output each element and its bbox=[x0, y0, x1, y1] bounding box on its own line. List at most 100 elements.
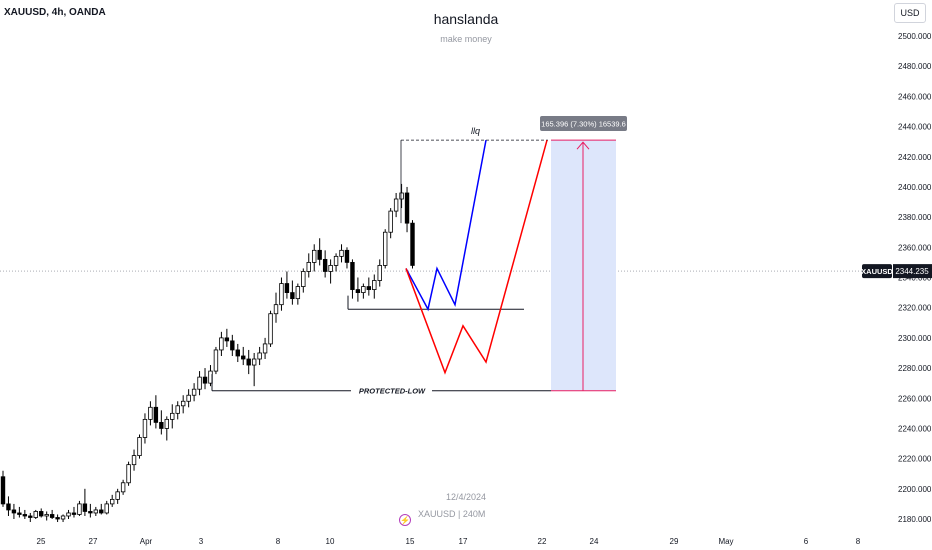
candle-body bbox=[393, 198, 399, 212]
candle bbox=[377, 259, 382, 287]
candle-body bbox=[290, 292, 295, 300]
candle bbox=[328, 259, 333, 284]
candle bbox=[257, 346, 262, 366]
candle bbox=[0, 470, 6, 507]
candle bbox=[82, 488, 88, 516]
candle bbox=[131, 449, 137, 471]
candle bbox=[44, 511, 49, 521]
candle-body bbox=[268, 313, 273, 345]
candle-body bbox=[410, 222, 415, 266]
time-axis[interactable]: 25 27 Apr 3 8 10 15 17 22 24 29 May 6 8 bbox=[37, 537, 861, 546]
candle-body bbox=[339, 249, 344, 257]
candle bbox=[28, 512, 33, 523]
y-tick-label: 2360.000 bbox=[898, 243, 932, 252]
candle-body bbox=[306, 262, 311, 272]
candle-body bbox=[279, 283, 284, 306]
candle bbox=[241, 346, 246, 366]
candle-body bbox=[137, 437, 142, 457]
candle bbox=[306, 253, 311, 278]
candle bbox=[33, 509, 38, 519]
candle-body bbox=[60, 515, 66, 520]
candle-body bbox=[333, 255, 339, 266]
candle-body bbox=[28, 515, 33, 518]
candle-body bbox=[350, 262, 355, 290]
currency-button[interactable]: USD bbox=[894, 3, 926, 23]
candle bbox=[219, 331, 224, 356]
candle bbox=[170, 404, 175, 429]
measure-box[interactable]: 165.396 (7.30%) 16539.6 bbox=[540, 116, 627, 392]
candle bbox=[404, 186, 410, 233]
y-tick-label: 2260.000 bbox=[898, 394, 932, 403]
candle-body bbox=[355, 289, 361, 293]
candle-body bbox=[257, 352, 262, 360]
candle bbox=[93, 506, 99, 516]
candle-body bbox=[39, 511, 44, 517]
candle-body bbox=[153, 406, 159, 423]
candle bbox=[284, 271, 290, 299]
protected-low-label: PROTECTED-LOW bbox=[359, 387, 426, 396]
y-tick-label: 2460.000 bbox=[898, 92, 932, 101]
candle bbox=[6, 496, 11, 516]
candle-body bbox=[142, 418, 148, 438]
candle-body bbox=[388, 210, 393, 233]
candle-body bbox=[186, 394, 191, 402]
candle bbox=[339, 244, 344, 263]
candle-body bbox=[110, 498, 115, 505]
candle-body bbox=[11, 509, 17, 514]
candle bbox=[317, 238, 322, 266]
y-tick-label: 2200.000 bbox=[898, 485, 932, 494]
candle bbox=[180, 395, 186, 414]
candle-body bbox=[328, 265, 333, 272]
y-tick-label: 2240.000 bbox=[898, 424, 932, 433]
candle-body bbox=[322, 258, 328, 272]
candle bbox=[246, 349, 251, 375]
candle bbox=[312, 244, 317, 272]
x-tick-label: May bbox=[718, 537, 733, 546]
candle-body bbox=[164, 418, 169, 429]
candle bbox=[99, 503, 104, 515]
author-tagline: make money bbox=[440, 34, 492, 44]
candle bbox=[55, 514, 60, 523]
chart-symbol-title[interactable]: XAUUSD, 4h, OANDA bbox=[4, 7, 106, 18]
candle bbox=[120, 479, 126, 495]
candle-body bbox=[246, 358, 251, 366]
candle bbox=[235, 343, 240, 363]
candle-body bbox=[6, 503, 11, 511]
candle-body bbox=[55, 517, 60, 520]
author-name: hanslanda bbox=[433, 11, 499, 27]
x-tick-label: 27 bbox=[89, 537, 98, 546]
candle bbox=[104, 500, 109, 515]
blue-projection-path bbox=[405, 140, 487, 312]
candle-body bbox=[273, 304, 279, 315]
y-tick-label: 2380.000 bbox=[898, 213, 932, 222]
candle-body bbox=[99, 509, 104, 514]
candle bbox=[175, 401, 180, 420]
price-tag-value: 2344.235 bbox=[895, 267, 929, 276]
current-price-tag: XAUUSD 2344.235 bbox=[861, 264, 932, 279]
candle-body bbox=[301, 271, 306, 287]
measure-label-bg bbox=[540, 116, 627, 131]
candle bbox=[372, 274, 377, 299]
candle bbox=[202, 368, 208, 390]
candle-body bbox=[219, 337, 224, 351]
candle-body bbox=[366, 286, 372, 290]
candle bbox=[197, 371, 202, 396]
candle-body bbox=[170, 412, 175, 420]
candle bbox=[410, 220, 415, 269]
candle-body bbox=[230, 340, 235, 351]
candle bbox=[224, 328, 230, 347]
candle bbox=[388, 208, 393, 239]
candle-body bbox=[17, 512, 22, 515]
candle-body bbox=[82, 503, 88, 512]
candle-body bbox=[262, 343, 268, 354]
candle bbox=[350, 259, 355, 299]
candle-body bbox=[202, 376, 208, 384]
y-tick-label: 2440.000 bbox=[898, 123, 932, 132]
drawings-layer[interactable]: llq PROTECTED-LOW bbox=[211, 126, 551, 396]
candle bbox=[49, 509, 55, 519]
candle bbox=[77, 500, 82, 516]
x-tick-label: 15 bbox=[406, 537, 415, 546]
candle-body bbox=[44, 514, 49, 517]
candle bbox=[126, 461, 131, 486]
